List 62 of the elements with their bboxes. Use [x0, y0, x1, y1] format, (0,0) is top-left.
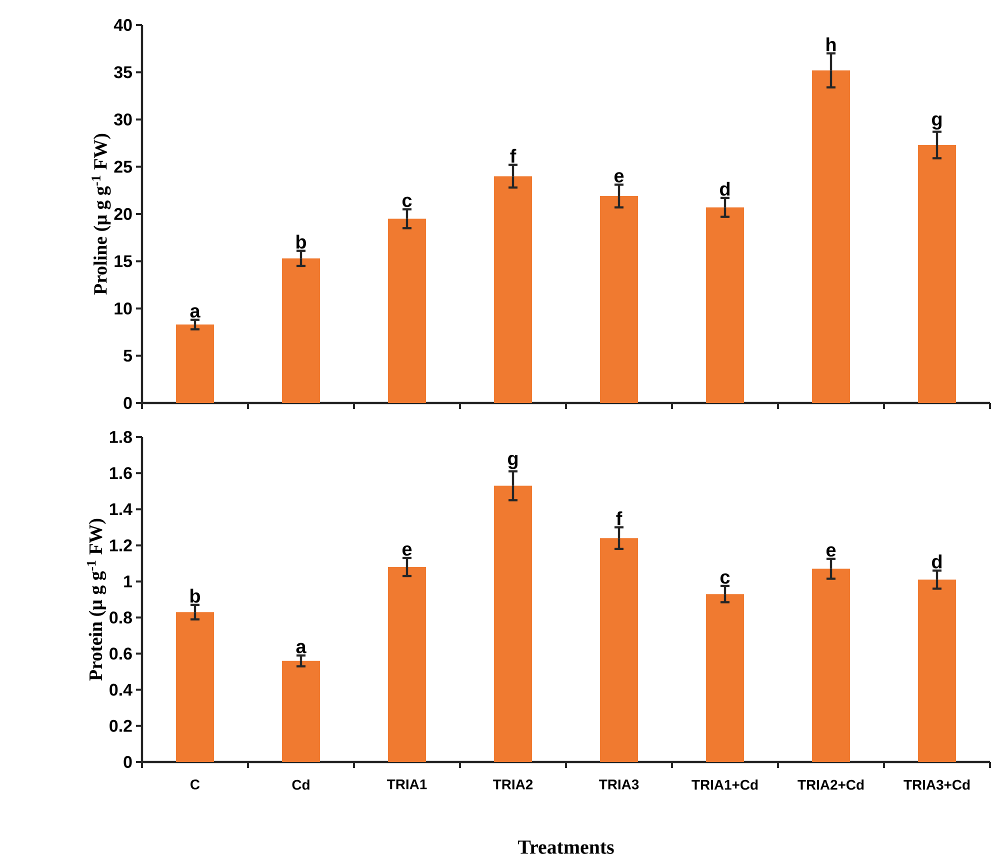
bar [282, 660, 320, 762]
bar [494, 176, 532, 403]
x-tick-label: TRIA2+Cd [798, 779, 864, 790]
bar [388, 218, 426, 403]
bar [812, 568, 850, 762]
x-tick-label: C [190, 779, 200, 790]
x-tick-label: TRIA3+Cd [904, 779, 970, 790]
annotation: d [932, 554, 942, 568]
annotation: b [190, 588, 200, 603]
bar [918, 580, 956, 762]
bar [706, 594, 744, 762]
y-tick-label: 0.4 [110, 684, 132, 696]
annotation: d [720, 182, 730, 196]
bar [600, 196, 638, 403]
annotation: c [402, 196, 412, 207]
bar [706, 207, 744, 403]
bar [176, 612, 214, 762]
bar [494, 486, 532, 762]
annotation: g [508, 454, 518, 470]
y-tick-label: 5 [124, 350, 132, 362]
y-tick-label: 1.8 [110, 430, 132, 443]
y-tick-label: 15 [114, 255, 132, 268]
x-axis-title: Treatments [518, 840, 614, 854]
y-tick-label: 0.6 [110, 648, 132, 660]
annotation: c [720, 573, 730, 584]
annotation: h [826, 37, 836, 52]
annotation: g [932, 115, 942, 130]
y-tick-label: 30 [114, 113, 132, 126]
annotation: e [402, 545, 412, 556]
x-tick-label: TRIA1 [387, 779, 427, 790]
x-tick-label: TRIA3 [599, 779, 639, 790]
y-tick-label: 1.6 [110, 467, 132, 480]
bar [388, 566, 426, 762]
x-tick-label: TRIA2 [493, 779, 533, 790]
annotation: f [510, 148, 516, 163]
y-axis-title: Protein (µ g g$^{-1}$ FW) [86, 518, 106, 681]
y-tick-label: 20 [114, 208, 132, 220]
y-tick-label: 40 [114, 18, 132, 31]
bar [282, 258, 320, 403]
y-tick-label: 0 [124, 756, 132, 768]
x-tick-label: TRIA1+Cd [692, 779, 758, 790]
y-tick-label: 25 [114, 160, 132, 173]
x-tick-label: Cd [292, 779, 310, 790]
y-tick-label: 0 [124, 396, 132, 409]
annotation: f [616, 511, 622, 525]
y-axis-title: Proline (µ g g$^{-1}$ FW) [92, 134, 111, 295]
y-tick-label: 1 [124, 576, 132, 588]
y-tick-label: 0.2 [110, 720, 132, 732]
y-tick-label: 35 [114, 66, 132, 78]
annotation: e [614, 172, 624, 182]
bar [176, 324, 214, 403]
annotation: a [190, 307, 200, 318]
y-tick-label: 1.4 [110, 503, 132, 515]
y-tick-label: 0.8 [110, 611, 132, 624]
bar [918, 144, 956, 403]
annotation: e [826, 546, 836, 557]
bar [600, 538, 638, 762]
annotation: b [296, 234, 306, 249]
bar [812, 70, 850, 403]
y-tick-label: 10 [114, 302, 132, 314]
y-tick-label: 1.2 [110, 539, 132, 552]
annotation: a [296, 642, 306, 654]
